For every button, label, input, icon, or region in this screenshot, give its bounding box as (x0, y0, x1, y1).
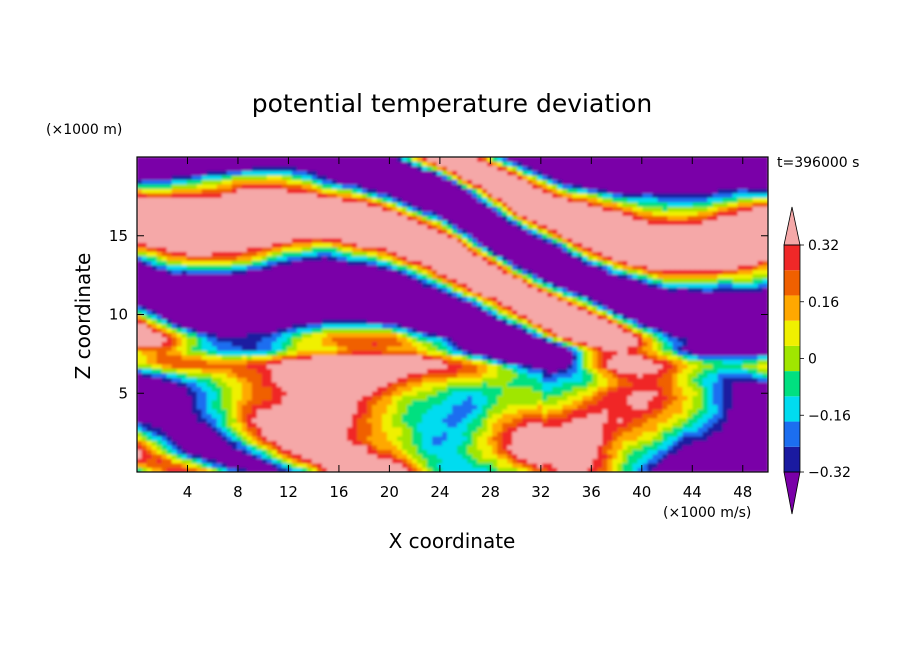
x-tick-label: 16 (329, 483, 348, 501)
colorbar-segment (784, 345, 800, 372)
colorbar-tick-label: 0.16 (808, 295, 839, 311)
colorbar-tick-label: 0.32 (808, 238, 839, 254)
y-axis: 5 10 15 (109, 227, 768, 402)
x-tick-label: 24 (430, 483, 449, 501)
x-unit-label: (×1000 m/s) (663, 505, 751, 521)
heatmap-field (137, 157, 768, 472)
x-tick-label: 32 (531, 483, 550, 501)
x-tick-label: 44 (683, 483, 702, 501)
colorbar-segment (784, 320, 800, 346)
colorbar-segment (784, 371, 800, 397)
y-axis-title: Z coordinate (71, 253, 95, 380)
y-tick-label: 5 (118, 384, 128, 402)
x-tick-label: 48 (733, 483, 752, 501)
colorbar-tick-label: −0.32 (808, 465, 851, 481)
colorbar: 0.32 0.16 0 −0.16 −0.32 (783, 206, 851, 515)
y-unit-label: (×1000 m) (46, 122, 122, 138)
x-tick-label: 4 (183, 483, 193, 501)
x-tick-label: 36 (582, 483, 601, 501)
colorbar-extend-low (783, 471, 801, 515)
x-tick-label: 12 (279, 483, 298, 501)
x-tick-label: 20 (380, 483, 399, 501)
chart-title: potential temperature deviation (252, 89, 652, 118)
time-label: t=396000 s (777, 155, 859, 171)
colorbar-extend-high (783, 206, 801, 246)
colorbar-tick-label: −0.16 (808, 408, 851, 424)
colorbar-segment (784, 295, 800, 321)
y-tick-label: 10 (109, 306, 128, 324)
y-tick-label: 15 (109, 227, 128, 245)
colorbar-segment (784, 446, 800, 472)
x-tick-label: 40 (632, 483, 651, 501)
colorbar-segment (784, 270, 800, 296)
colorbar-segment (784, 396, 800, 422)
colorbar-tick-label: 0 (808, 352, 817, 368)
x-axis: 4 8 12 16 20 24 28 32 36 40 44 48 (183, 157, 752, 501)
colorbar-segment (784, 245, 800, 271)
colorbar-segment (784, 421, 800, 447)
x-tick-label: 28 (481, 483, 500, 501)
x-axis-title: X coordinate (389, 529, 516, 553)
x-tick-label: 8 (233, 483, 243, 501)
heatmap-cells (137, 157, 768, 472)
